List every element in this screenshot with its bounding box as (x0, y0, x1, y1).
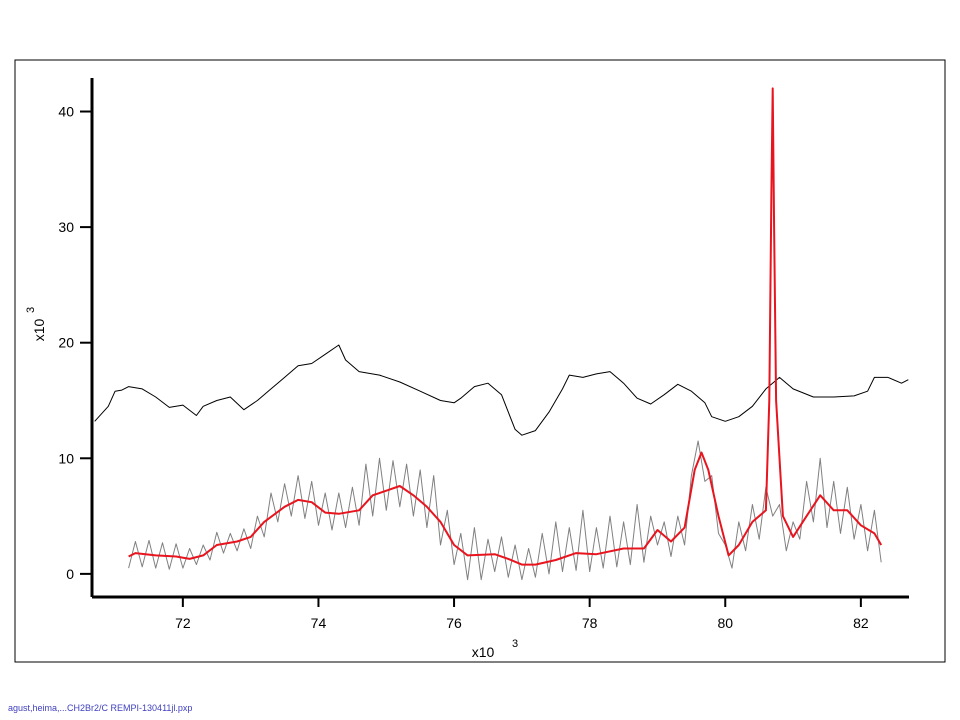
data-line (128, 87, 883, 566)
x-tick-label: 76 (446, 615, 462, 631)
y-tick-label: 10 (58, 450, 74, 466)
y-axis-exponent: 3 (25, 307, 37, 313)
x-tick-label: 72 (175, 615, 191, 631)
footer-file-name: agust,heima,...CH2Br2/C REMPI-130411jl.p… (8, 703, 192, 713)
y-tick-label: 0 (66, 566, 74, 582)
plot-frame (14, 59, 946, 663)
data-line (94, 344, 909, 436)
y-axis-label: x10 (31, 319, 47, 342)
x-tick-label: 80 (717, 615, 733, 631)
y-tick-label: 20 (58, 335, 74, 351)
x-tick-label: 74 (311, 615, 327, 631)
y-tick-label: 30 (58, 219, 74, 235)
x-tick-label: 78 (582, 615, 598, 631)
x-tick-label: 82 (853, 615, 869, 631)
x-axis-exponent: 3 (512, 638, 518, 650)
y-tick-label: 40 (58, 104, 74, 120)
x-axis-label: x10 (472, 644, 495, 660)
